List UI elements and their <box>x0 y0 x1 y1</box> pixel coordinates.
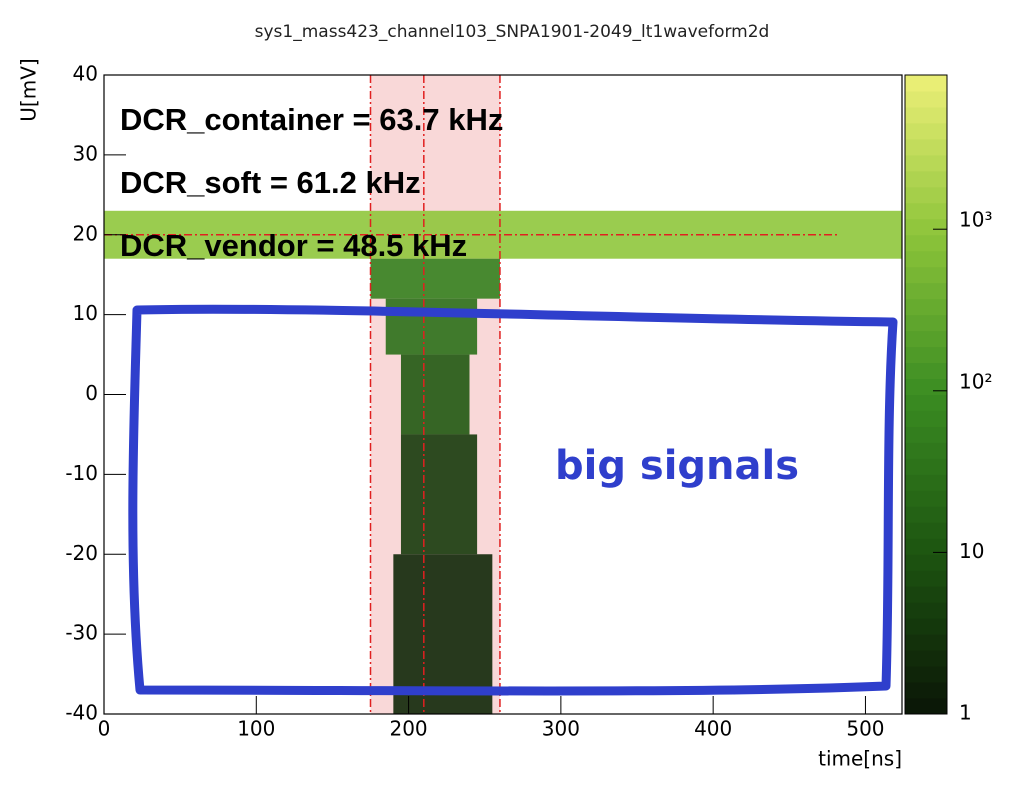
y-tick-label: 20 <box>73 221 98 245</box>
colorbar-tick-label: 10³ <box>959 208 992 232</box>
colorbar-step <box>905 634 947 651</box>
chart-title: sys1_mass423_channel103_SNPA1901-2049_lt… <box>255 22 770 42</box>
colorbar-step <box>905 474 947 491</box>
colorbar-step <box>905 314 947 332</box>
annotation: DCR_container = 63.7 kHz <box>120 102 503 137</box>
colorbar-step <box>905 426 947 443</box>
colorbar-step <box>905 570 947 587</box>
plot-area: 0 100 200 300 400 500 -40 -30 -20 -10 0 10 20 30 40 1 10… <box>65 62 992 741</box>
colorbar-step <box>905 282 947 300</box>
colorbar-step <box>905 122 947 140</box>
colorbar-tick-label: 1 <box>959 701 972 725</box>
y-tick-label: 40 <box>73 62 98 86</box>
y-tick-label: -30 <box>65 621 98 645</box>
colorbar-step <box>905 490 947 507</box>
plot-background <box>104 75 902 714</box>
x-tick-label: 400 <box>694 717 732 741</box>
colorbar-step <box>905 154 947 172</box>
highlight-outline <box>128 304 898 696</box>
y-tick-label: 10 <box>73 301 98 325</box>
colorbar-step <box>905 266 947 284</box>
x-tick-label: 500 <box>846 717 884 741</box>
colorbar-step <box>905 554 947 571</box>
colorbar-step <box>905 618 947 635</box>
colorbar-step <box>905 170 947 188</box>
y-tick-label: 30 <box>73 141 98 165</box>
colorbar-step <box>905 90 947 108</box>
x-tick-label: 200 <box>389 717 427 741</box>
colorbar-step <box>905 234 947 252</box>
density-cell <box>400 434 478 555</box>
colorbar-step <box>905 394 947 411</box>
colorbar-step <box>905 346 947 364</box>
colorbar-tick-label: 10² <box>959 369 992 393</box>
colorbar-step <box>905 522 947 539</box>
y-axis-label: U[mV] <box>17 58 41 121</box>
x-tick-label: 100 <box>237 717 275 741</box>
y-tick-label: 0 <box>85 381 98 405</box>
annotation: big signals <box>555 443 799 489</box>
x-axis-label: time[ns] <box>818 747 902 771</box>
colorbar-step <box>905 650 947 667</box>
colorbar-tick-label: 10 <box>959 539 984 563</box>
colorbar-step <box>905 250 947 268</box>
colorbar-step <box>905 458 947 475</box>
x-tick-label: 0 <box>98 717 111 741</box>
density-cell <box>400 354 470 435</box>
colorbar-step <box>905 362 947 380</box>
colorbar-step <box>905 330 947 348</box>
annotation: DCR_soft = 61.2 kHz <box>120 165 421 200</box>
colorbar-step <box>905 506 947 523</box>
colorbar-step <box>905 106 947 124</box>
x-tick-label: 300 <box>542 717 580 741</box>
y-tick-label: -10 <box>65 461 98 485</box>
colorbar-step <box>905 186 947 204</box>
colorbar-step <box>905 218 947 236</box>
colorbar-step <box>905 698 947 715</box>
density-cell <box>385 298 478 355</box>
y-tick-label: -40 <box>65 701 98 725</box>
colorbar-step <box>905 410 947 427</box>
density-cell <box>370 258 500 299</box>
colorbar-step <box>905 138 947 156</box>
colorbar-step <box>905 298 947 316</box>
colorbar-step <box>905 602 947 619</box>
colorbar-step <box>905 202 947 220</box>
colorbar-step <box>905 666 947 683</box>
colorbar-step <box>905 586 947 603</box>
colorbar-frame <box>904 74 948 715</box>
colorbar-step <box>905 538 947 555</box>
y-tick-label: -20 <box>65 541 98 565</box>
colorbar-step <box>905 682 947 699</box>
colorbar-step <box>905 442 947 459</box>
colorbar-step <box>905 378 947 395</box>
annotation: DCR_vendor = 48.5 kHz <box>120 228 467 263</box>
colorbar-step <box>905 75 947 92</box>
